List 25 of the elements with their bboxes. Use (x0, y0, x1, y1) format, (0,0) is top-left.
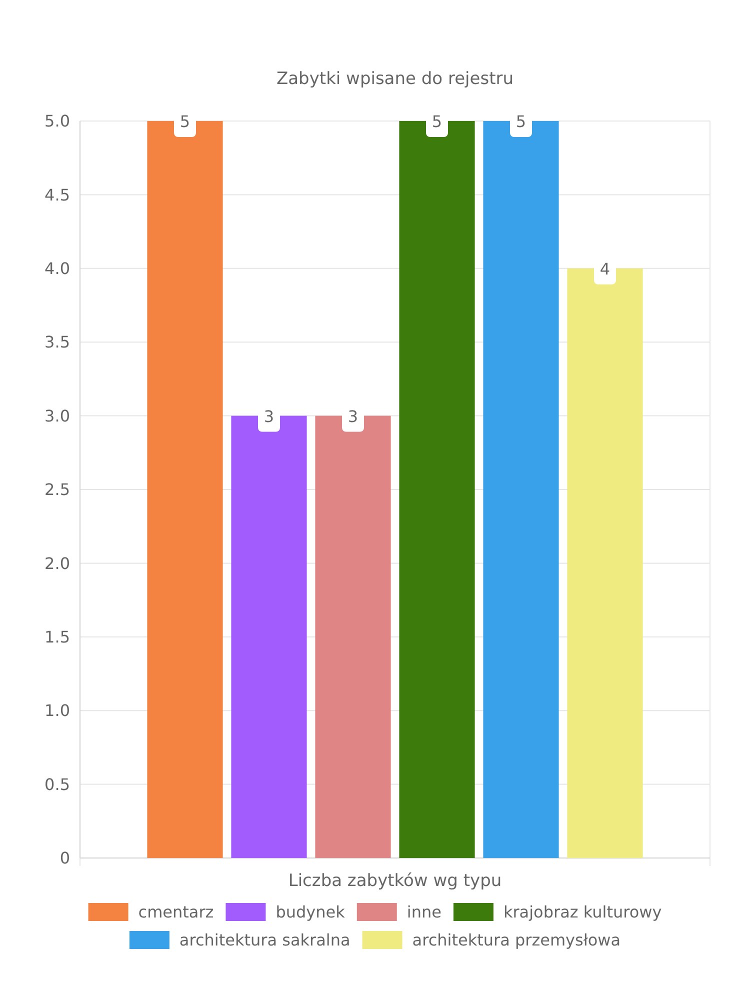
legend-label: krajobraz kulturowy (503, 902, 662, 922)
data-label: 5 (516, 112, 526, 131)
data-label: 3 (264, 406, 274, 426)
y-tick-label: 0.5 (44, 774, 70, 794)
chart-title: Zabytki wpisane do rejestru (276, 69, 514, 89)
y-tick-label: 3.5 (44, 332, 70, 352)
legend-label: architektura sakralna (179, 930, 350, 950)
legend-label: architektura przemysłowa (412, 930, 621, 950)
y-tick-label: 5.0 (44, 112, 70, 131)
data-label: 5 (432, 112, 442, 131)
y-tick-label: 1.5 (44, 628, 70, 646)
y-tick-label: 1.0 (44, 701, 70, 720)
y-tick-label: 0 (60, 848, 70, 868)
legend-label: budynek (276, 902, 346, 922)
y-tick-label: 4.0 (44, 259, 70, 278)
legend-label: inne (406, 902, 442, 922)
y-tick-label: 2.0 (44, 554, 70, 573)
y-tick-label: 3.0 (44, 406, 70, 426)
data-label: 5 (180, 112, 190, 131)
legend-label: cmentarz (138, 902, 214, 922)
data-label: 3 (348, 406, 358, 426)
data-label: 4 (600, 259, 610, 278)
x-axis-title: Liczba zabytków wg typu (288, 871, 502, 891)
y-tick-label: 2.5 (44, 480, 70, 500)
y-tick-label: 4.5 (44, 185, 70, 204)
